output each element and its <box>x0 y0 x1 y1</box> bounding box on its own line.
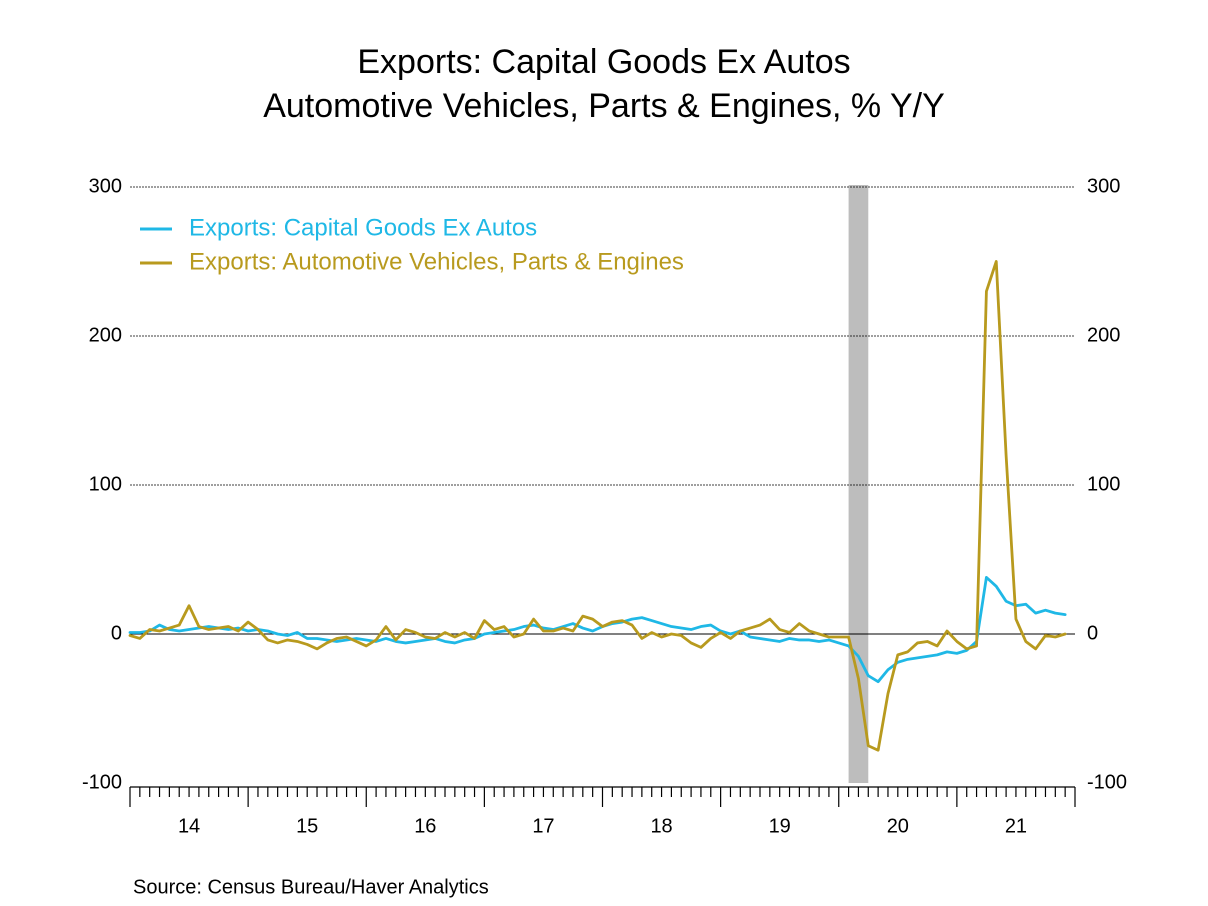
y-tick-label: 200 <box>89 324 122 346</box>
y-tick-label: 0 <box>111 622 122 644</box>
legend-label: Exports: Automotive Vehicles, Parts & En… <box>189 248 684 275</box>
x-tick-label: 21 <box>1005 815 1027 837</box>
y2-tick-label: -100 <box>1087 771 1127 793</box>
x-tick-label: 16 <box>414 815 436 837</box>
legend-label: Exports: Capital Goods Ex Autos <box>189 214 537 241</box>
y-tick-label: -100 <box>82 771 122 793</box>
y2-tick-label: 300 <box>1087 175 1120 197</box>
x-tick-label: 19 <box>769 815 791 837</box>
x-tick-label: 18 <box>650 815 672 837</box>
x-tick-label: 20 <box>887 815 909 837</box>
shaded-period <box>848 185 869 783</box>
x-tick-label: 15 <box>296 815 318 837</box>
y-tick-label: 300 <box>89 175 122 197</box>
x-tick-label: 14 <box>178 815 200 837</box>
y2-tick-label: 200 <box>1087 324 1120 346</box>
y2-tick-label: 0 <box>1087 622 1098 644</box>
series-line <box>128 575 1067 684</box>
source-note: Source: Census Bureau/Haver Analytics <box>133 876 489 898</box>
chart-title: Exports: Capital Goods Ex Autos <box>357 43 850 81</box>
chart-subtitle: Automotive Vehicles, Parts & Engines, % … <box>263 87 945 125</box>
y2-tick-label: 100 <box>1087 473 1120 495</box>
y-tick-label: 100 <box>89 473 122 495</box>
x-tick-label: 17 <box>532 815 554 837</box>
series-line <box>128 260 1067 752</box>
